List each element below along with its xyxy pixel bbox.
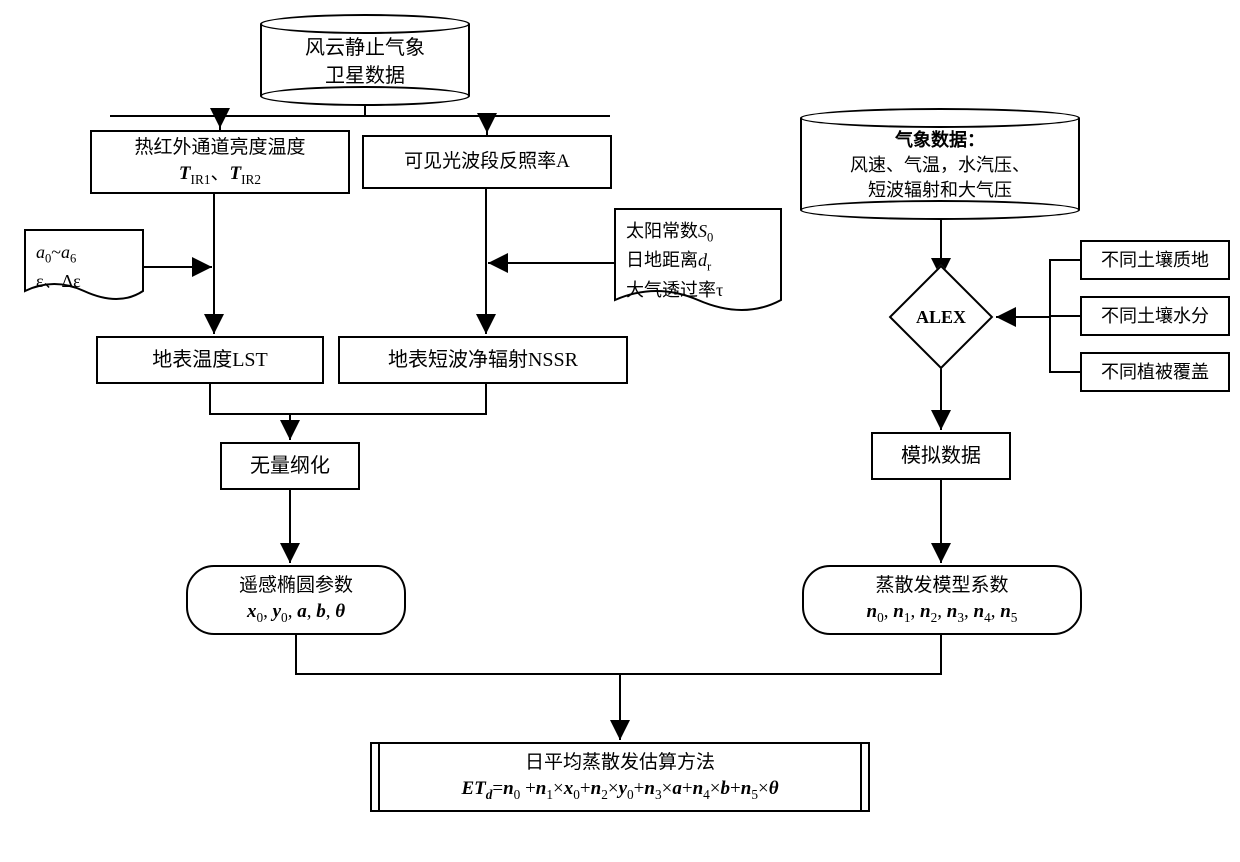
text: 不同植被覆盖: [1101, 360, 1209, 384]
text: 蒸散发模型系数: [875, 573, 1008, 599]
node-result: 日平均蒸散发估算方法 ETd=n0 +n1×x0+n2×y0+n3×a+n4×b…: [370, 742, 870, 812]
text: 气象数据：: [816, 128, 1064, 153]
text: 地表短波净辐射NSSR: [388, 347, 578, 374]
node-ellipse-params: 遥感椭圆参数 x0, y0, a, b, θ: [186, 565, 406, 635]
text: 地表温度LST: [152, 347, 268, 374]
node-normalize: 无量纲化: [220, 442, 360, 490]
text: 不同土壤水分: [1101, 304, 1209, 328]
node-soil-texture: 不同土壤质地: [1080, 240, 1230, 280]
text: 模拟数据: [901, 443, 981, 470]
text: a0~a6: [36, 239, 132, 268]
text: 热红外通道亮度温度: [134, 135, 305, 161]
text: 遥感椭圆参数: [239, 573, 353, 599]
node-meteo: 气象数据： 风速、气温，水汽压、 短波辐射和大气压: [800, 118, 1080, 210]
node-infrared: 热红外通道亮度温度 TIR1、TIR2: [90, 130, 350, 194]
text: 风速、气温，水汽压、: [816, 153, 1064, 178]
text: 无量纲化: [250, 453, 330, 480]
node-visible: 可见光波段反照率A: [362, 135, 612, 189]
text: 日地距离dr: [626, 247, 770, 276]
text: 风云静止气象: [276, 34, 454, 62]
text: n0, n1, n2, n3, n4, n5: [867, 599, 1018, 627]
text: x0, y0, a, b, θ: [247, 599, 345, 627]
node-lst: 地表温度LST: [96, 336, 324, 384]
node-soil-moisture: 不同土壤水分: [1080, 296, 1230, 336]
text: 大气透过率τ: [626, 277, 770, 304]
text: ETd=n0 +n1×x0+n2×y0+n3×a+n4×b+n5×θ: [461, 776, 778, 804]
node-veg-cover: 不同植被覆盖: [1080, 352, 1230, 392]
note-coefficients: a0~a6 ε、Δε: [24, 229, 144, 305]
text: ALEX: [906, 282, 976, 352]
text: TIR1、TIR2: [179, 161, 261, 189]
node-satellite: 风云静止气象 卫星数据: [260, 24, 470, 96]
text: ε、Δε: [36, 268, 132, 295]
node-nssr: 地表短波净辐射NSSR: [338, 336, 628, 384]
text: 可见光波段反照率A: [404, 149, 570, 175]
node-et-coeffs: 蒸散发模型系数 n0, n1, n2, n3, n4, n5: [802, 565, 1082, 635]
text: 不同土壤质地: [1101, 248, 1209, 272]
node-alex: ALEX: [889, 265, 994, 370]
node-sim-data: 模拟数据: [871, 432, 1011, 480]
text: 太阳常数S0: [626, 218, 770, 247]
text: 日平均蒸散发估算方法: [525, 750, 715, 777]
note-solar: 太阳常数S0 日地距离dr 大气透过率τ: [614, 208, 782, 318]
